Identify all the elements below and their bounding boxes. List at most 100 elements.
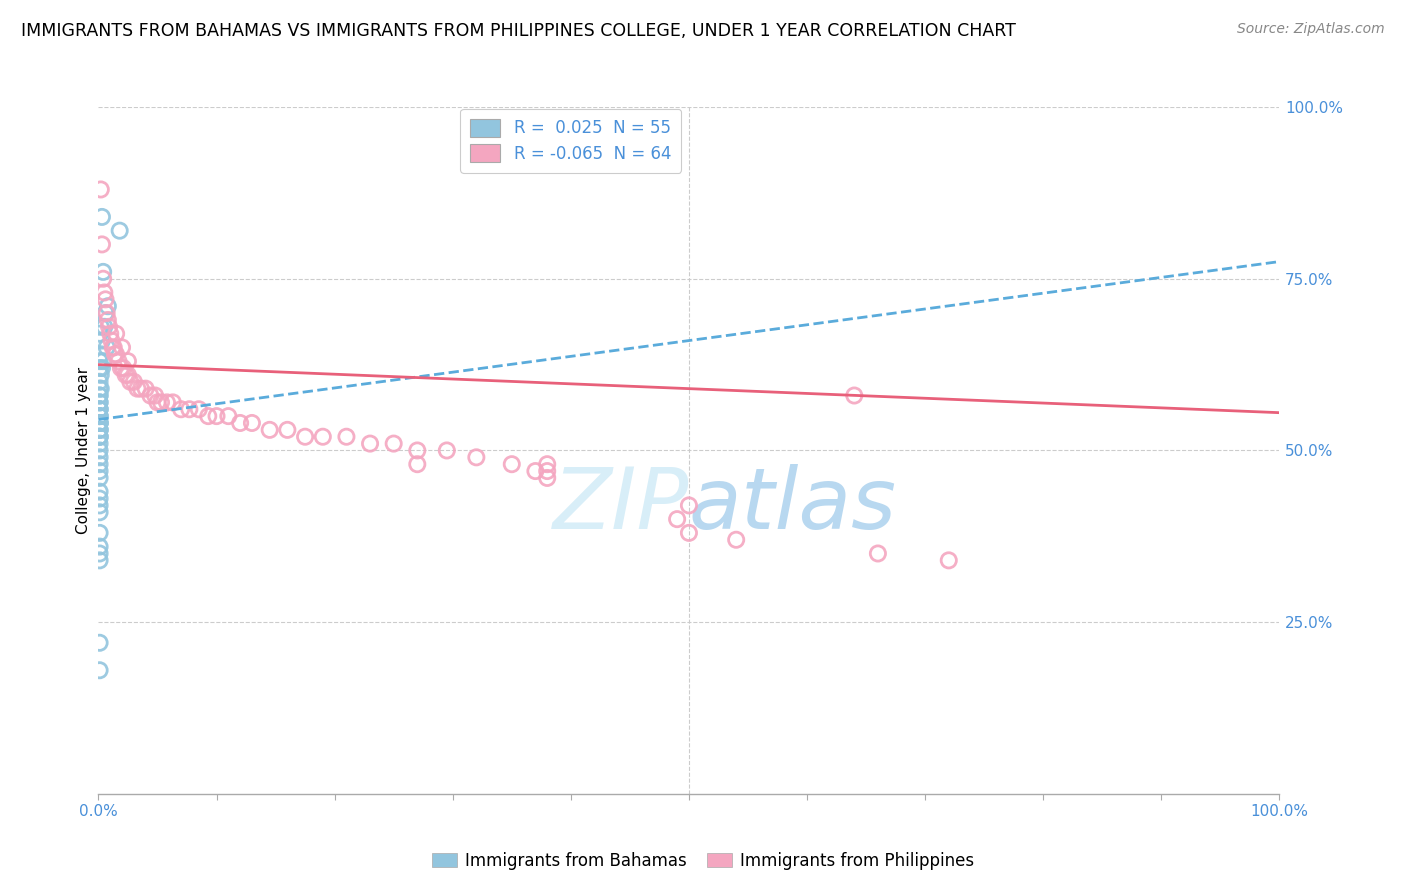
Point [89,416,111,430]
Point [89,354,111,368]
Point [725,533,748,547]
Point [89,409,111,423]
Point [89,525,111,540]
Point [335,430,357,444]
Point [89,430,111,444]
Point [89,423,111,437]
Point [89,457,111,471]
Point [89,471,111,485]
Point [678,499,700,513]
Point [89,423,111,437]
Legend: R =  0.025  N = 55, R = -0.065  N = 64: R = 0.025 N = 55, R = -0.065 N = 64 [460,109,682,172]
Point [101,340,124,354]
Point [91,265,114,279]
Point [120,375,142,389]
Point [89,326,111,341]
Text: ZIP: ZIP [553,464,689,547]
Point [122,375,145,389]
Point [96,306,118,320]
Point [240,416,263,430]
Point [536,471,558,485]
Point [89,540,111,554]
Point [105,326,128,341]
Point [111,340,134,354]
Point [100,334,122,348]
Point [89,430,111,444]
Point [89,402,111,417]
Point [98,326,121,341]
Point [89,409,111,423]
Point [89,395,111,409]
Point [89,484,111,499]
Point [90,182,112,196]
Point [103,340,125,354]
Point [89,443,111,458]
Point [436,443,458,458]
Point [105,347,128,361]
Point [90,368,112,382]
Point [94,293,117,307]
Point [143,388,166,402]
Point [89,416,111,430]
Point [114,368,136,382]
Point [89,416,111,430]
Point [89,388,111,402]
Point [89,491,111,506]
Point [156,395,179,409]
Legend: Immigrants from Bahamas, Immigrants from Philippines: Immigrants from Bahamas, Immigrants from… [425,846,981,877]
Point [844,388,866,402]
Point [359,436,381,450]
Point [91,334,114,348]
Point [129,382,152,396]
Point [866,546,889,561]
Point [205,409,228,423]
Point [406,443,429,458]
Point [162,395,184,409]
Point [312,430,335,444]
Point [179,402,201,417]
Point [97,313,120,327]
Point [89,375,111,389]
Point [108,224,131,238]
Point [94,306,117,320]
Point [91,237,114,252]
Point [89,636,111,650]
Point [146,395,169,409]
Point [89,382,111,396]
Text: IMMIGRANTS FROM BAHAMAS VS IMMIGRANTS FROM PHILIPPINES COLLEGE, UNDER 1 YEAR COR: IMMIGRANTS FROM BAHAMAS VS IMMIGRANTS FR… [21,22,1017,40]
Point [98,319,121,334]
Point [89,361,111,376]
Y-axis label: College, Under 1 year: College, Under 1 year [76,367,91,534]
Point [89,663,111,677]
Point [91,210,114,224]
Point [89,546,111,561]
Point [89,430,111,444]
Point [524,464,547,478]
Point [96,340,118,354]
Point [294,430,316,444]
Point [465,450,488,465]
Point [90,347,112,361]
Point [91,354,114,368]
Point [91,361,114,376]
Point [89,409,111,423]
Point [89,464,111,478]
Point [90,382,112,396]
Point [91,271,114,285]
Point [135,382,157,396]
Point [89,436,111,450]
Point [93,285,115,300]
Point [107,354,129,368]
Point [406,457,429,471]
Point [501,457,523,471]
Point [197,409,219,423]
Point [229,416,252,430]
Point [89,499,111,513]
Point [110,361,132,376]
Point [117,368,139,382]
Point [89,423,111,437]
Point [536,464,558,478]
Point [97,299,120,313]
Point [104,347,127,361]
Point [678,525,700,540]
